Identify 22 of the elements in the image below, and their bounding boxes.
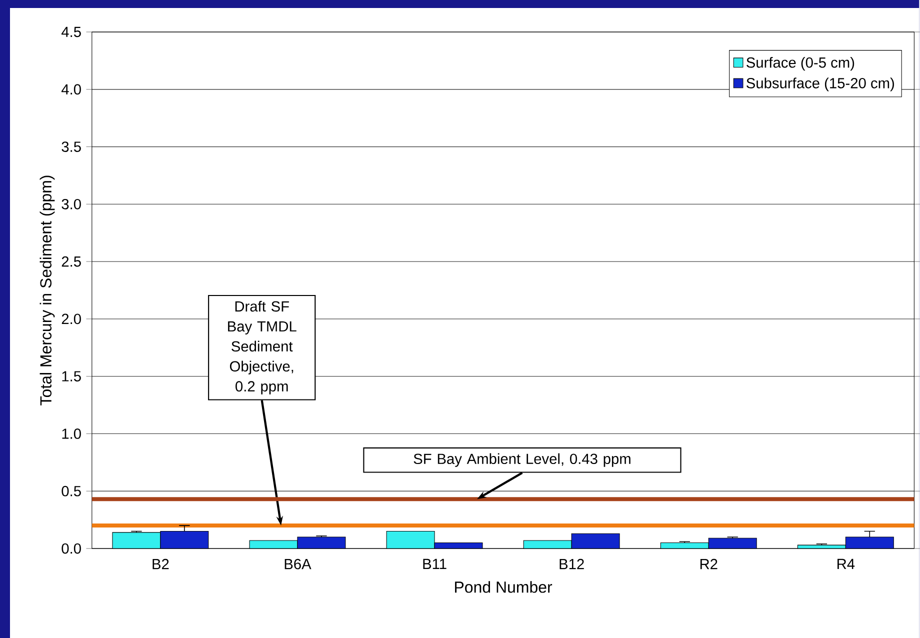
x-tick-label: R2: [700, 558, 718, 569]
legend-label: Subsurface (15-20 cm): [746, 77, 894, 92]
x-tick-label: B12: [560, 558, 584, 569]
y-tick-label: 0.5: [62, 486, 81, 496]
y-tick-label: 1.0: [62, 428, 81, 439]
y-tick-label: 2.0: [62, 314, 81, 324]
x-tick-label: B11: [423, 558, 446, 569]
y-tick-label: 4.5: [61, 26, 81, 37]
y-tick-label: 0.0: [62, 543, 81, 554]
x-axis-title: Pond Number: [455, 580, 552, 593]
y-tick-label: 4.0: [61, 84, 81, 94]
x-tick-label: R4: [838, 558, 855, 569]
ref-line-label: SF Bay Ambient Level, 0.43 ppm: [414, 453, 630, 467]
y-tick-label: 3.5: [62, 141, 81, 152]
y-tick-label: 1.5: [62, 371, 81, 382]
y-tick-label: 2.5: [62, 256, 81, 267]
y-axis-title: Total Mercury in Sediment (ppm): [40, 176, 55, 406]
x-tick-label: B2: [152, 558, 169, 569]
ref-line-label: Draft SF Bay TMDL Sediment Objective, 0.2 ppm: [228, 300, 296, 394]
x-tick-label: B6A: [284, 558, 312, 570]
y-tick-label: 3.0: [62, 198, 81, 210]
legend-label: Surface (0-5 cm): [746, 56, 854, 70]
